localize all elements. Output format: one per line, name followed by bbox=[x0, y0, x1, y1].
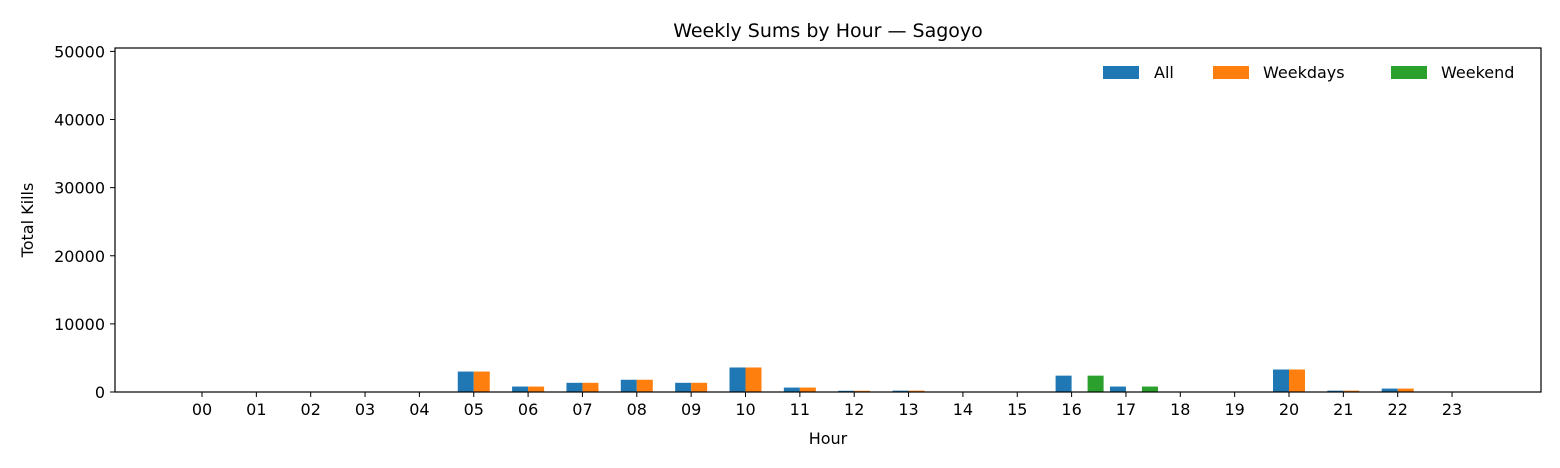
bar-all-13 bbox=[892, 390, 909, 392]
bar-all-12 bbox=[838, 390, 855, 392]
legend-label-weekdays: Weekdays bbox=[1263, 63, 1345, 82]
y-axis: 0 10000 20000 30000 40000 50000 bbox=[54, 42, 115, 402]
y-tick-label: 40000 bbox=[54, 111, 105, 130]
x-tick-label: 02 bbox=[301, 400, 321, 419]
bar-weekdays-06 bbox=[528, 386, 545, 392]
x-tick-label: 11 bbox=[790, 400, 810, 419]
legend-label-weekend: Weekend bbox=[1441, 63, 1514, 82]
bar-all-07 bbox=[566, 382, 583, 392]
plot-frame bbox=[114, 47, 1542, 393]
x-tick-label: 07 bbox=[572, 400, 592, 419]
x-tick-label: 21 bbox=[1333, 400, 1353, 419]
x-tick-label: 05 bbox=[464, 400, 484, 419]
bar-weekdays-11 bbox=[799, 387, 816, 392]
x-tick-label: 23 bbox=[1442, 400, 1462, 419]
bar-all-09 bbox=[675, 382, 692, 392]
x-tick-label: 01 bbox=[246, 400, 266, 419]
chart-title: Weekly Sums by Hour — Sagoyo bbox=[673, 20, 983, 42]
bar-weekdays-20 bbox=[1289, 369, 1305, 392]
x-tick-label: 13 bbox=[898, 400, 918, 419]
x-tick-label: 20 bbox=[1279, 400, 1299, 419]
x-tick-label: 22 bbox=[1388, 400, 1408, 419]
bar-weekdays-07 bbox=[582, 382, 599, 392]
bar-all-20 bbox=[1273, 369, 1289, 392]
bar-weekdays-10 bbox=[745, 367, 762, 392]
x-tick-label: 19 bbox=[1224, 400, 1244, 419]
bar-all-16 bbox=[1055, 375, 1072, 392]
x-tick-label: 08 bbox=[627, 400, 647, 419]
x-tick-label: 12 bbox=[844, 400, 864, 419]
bar-all-06 bbox=[512, 386, 529, 392]
bar-weekdays-21 bbox=[1343, 390, 1360, 392]
bar-weekdays-08 bbox=[636, 379, 653, 392]
x-tick-label: 18 bbox=[1170, 400, 1190, 419]
y-tick-label: 50000 bbox=[54, 42, 105, 61]
x-tick-label: 09 bbox=[681, 400, 701, 419]
legend-swatch-all bbox=[1103, 66, 1139, 79]
y-tick-label: 30000 bbox=[54, 179, 105, 198]
x-tick-label: 06 bbox=[518, 400, 538, 419]
bar-all-21 bbox=[1327, 390, 1344, 392]
y-tick-label: 10000 bbox=[54, 315, 105, 334]
x-tick-label: 15 bbox=[1007, 400, 1027, 419]
legend-swatch-weekdays bbox=[1213, 66, 1249, 79]
x-tick-label: 10 bbox=[735, 400, 755, 419]
bar-weekdays-05 bbox=[473, 371, 490, 392]
bar-weekend-17 bbox=[1141, 386, 1158, 392]
bar-all-17 bbox=[1109, 386, 1126, 392]
bar-all-11 bbox=[783, 387, 800, 392]
legend-label-all: All bbox=[1154, 63, 1174, 82]
y-tick-label: 20000 bbox=[54, 247, 105, 266]
bar-weekdays-22 bbox=[1397, 388, 1414, 392]
bar-all-10 bbox=[729, 367, 746, 392]
bar-weekend-16 bbox=[1087, 375, 1104, 392]
bars-layer bbox=[457, 367, 1414, 392]
y-tick-label: 0 bbox=[95, 383, 105, 402]
bar-all-22 bbox=[1381, 388, 1398, 392]
x-axis-label: Hour bbox=[809, 429, 848, 448]
legend: All Weekdays Weekend bbox=[1103, 63, 1514, 82]
x-axis: 00 01 02 03 04 05 06 07 08 09 10 11 12 13 14 15 16 17 18 19… bbox=[192, 392, 1462, 419]
y-axis-label: Total Kills bbox=[18, 183, 37, 259]
bar-weekdays-12 bbox=[854, 390, 871, 392]
x-tick-label: 17 bbox=[1116, 400, 1136, 419]
x-tick-label: 14 bbox=[953, 400, 973, 419]
legend-swatch-weekend bbox=[1391, 66, 1427, 79]
bar-weekdays-13 bbox=[908, 390, 925, 392]
x-tick-label: 16 bbox=[1061, 400, 1081, 419]
bar-all-08 bbox=[620, 379, 637, 392]
bar-all-05 bbox=[457, 371, 474, 392]
x-tick-label: 04 bbox=[409, 400, 429, 419]
x-tick-label: 03 bbox=[355, 400, 375, 419]
x-tick-label: 00 bbox=[192, 400, 212, 419]
bar-weekdays-09 bbox=[691, 382, 708, 392]
